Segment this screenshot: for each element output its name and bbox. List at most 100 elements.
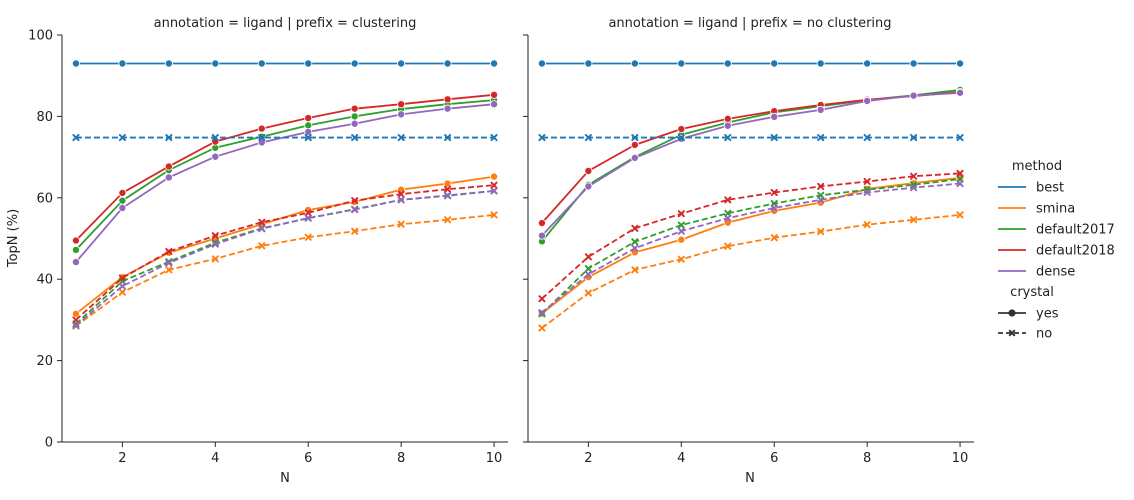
data-point-x (444, 216, 452, 224)
data-point-x (770, 234, 778, 242)
series-line (541, 89, 961, 242)
data-point-x (631, 244, 639, 252)
data-point-x (165, 247, 173, 256)
data-point (956, 59, 965, 68)
data-point-x (956, 211, 964, 219)
data-point (350, 119, 359, 128)
data-point (71, 245, 80, 254)
data-point (677, 59, 686, 68)
x-tick-label: 8 (863, 451, 871, 466)
data-point (490, 100, 499, 109)
series-line (75, 189, 495, 325)
data-point (164, 173, 173, 182)
panel-title-clustering: annotation = ligand | prefix = clusterin… (154, 16, 417, 31)
panel-no-clustering: annotation = ligand | prefix = no cluste… (523, 16, 974, 486)
x-tick-label: 10 (486, 451, 503, 466)
series-smina-crystal-no-clustering (72, 211, 498, 330)
legend-label-crystal-yes: yes (1036, 307, 1059, 322)
legend-item-smina: smina (998, 202, 1075, 217)
data-point-x (677, 221, 685, 229)
data-point (443, 179, 452, 188)
data-point-x (584, 289, 592, 297)
data-point-x (165, 266, 173, 274)
data-point (118, 188, 127, 197)
data-point-x (724, 242, 732, 250)
data-point-x (910, 134, 918, 142)
series-line (541, 172, 961, 300)
data-point (304, 59, 313, 68)
data-point-x (118, 282, 126, 290)
series-line (541, 182, 961, 314)
data-point-x (444, 191, 452, 199)
data-point-x (631, 224, 639, 232)
data-point (490, 172, 499, 181)
data-point (71, 309, 80, 318)
data-point-x (258, 225, 266, 233)
data-point (397, 59, 406, 68)
data-point-x (304, 233, 312, 241)
data-point (71, 236, 80, 245)
data-point-x (677, 227, 685, 235)
legend: method best smina default2017 default2018 de… (998, 159, 1115, 342)
data-point-x (584, 270, 592, 278)
data-point-x (490, 181, 498, 189)
legend-item-crystal-no: no (998, 327, 1052, 342)
data-point-x (956, 134, 964, 142)
data-point (118, 203, 127, 212)
data-point-x (631, 238, 639, 246)
data-point-x (72, 322, 80, 330)
data-point (443, 95, 452, 104)
data-point-x (770, 134, 778, 142)
legend-title-crystal: crystal (1010, 285, 1054, 300)
data-point-x (817, 228, 825, 236)
data-point-x (956, 180, 964, 188)
data-point (118, 196, 127, 205)
y-axis-label: TopN (%) (6, 209, 21, 268)
y-tick-label: 0 (45, 436, 53, 451)
data-point-x (863, 134, 871, 142)
data-point (723, 114, 732, 123)
data-point-x (397, 190, 405, 198)
series-smina-crystal-yes-clustering (71, 172, 499, 318)
data-point (537, 59, 546, 68)
axes-clustering: 0 20 40 60 80 100 2 4 6 8 10 (28, 29, 508, 466)
data-point-x (165, 259, 173, 267)
data-point-x (351, 197, 359, 205)
data-point-x (631, 266, 639, 274)
data-point-x (770, 204, 778, 212)
data-point (956, 88, 965, 97)
series-line (541, 213, 961, 329)
data-point (490, 90, 499, 99)
legend-crystal-items: yes no (998, 307, 1059, 342)
legend-item-best: best (998, 181, 1064, 196)
series-line (75, 93, 495, 242)
data-point (816, 59, 825, 68)
data-point (677, 235, 686, 244)
data-point-x (490, 134, 498, 142)
data-point-x (351, 227, 359, 235)
data-point-x (724, 134, 732, 142)
series-line (541, 91, 961, 237)
series-default2017-crystal-no-clustering (72, 187, 498, 328)
legend-label-default2017: default2017 (1036, 223, 1115, 238)
data-point-x (584, 134, 592, 142)
data-point (164, 59, 173, 68)
x-tick-label: 4 (677, 451, 685, 466)
data-point (350, 59, 359, 68)
data-point (443, 104, 452, 113)
data-point (909, 59, 918, 68)
data-point (164, 162, 173, 171)
legend-title-method: method (1012, 159, 1062, 174)
data-point (304, 127, 313, 136)
data-point (211, 152, 220, 161)
series-default2018-crystal-yes-no-clustering (537, 87, 965, 228)
y-tick-label: 80 (36, 110, 53, 125)
data-point-x (211, 232, 219, 240)
series-default2017-crystal-no-no-clustering (538, 175, 964, 318)
data-point (863, 59, 872, 68)
data-point-x (956, 169, 964, 177)
x-tick-label: 4 (211, 451, 219, 466)
series-dense-crystal-yes-no-clustering (537, 88, 965, 240)
data-point-x (397, 134, 405, 142)
